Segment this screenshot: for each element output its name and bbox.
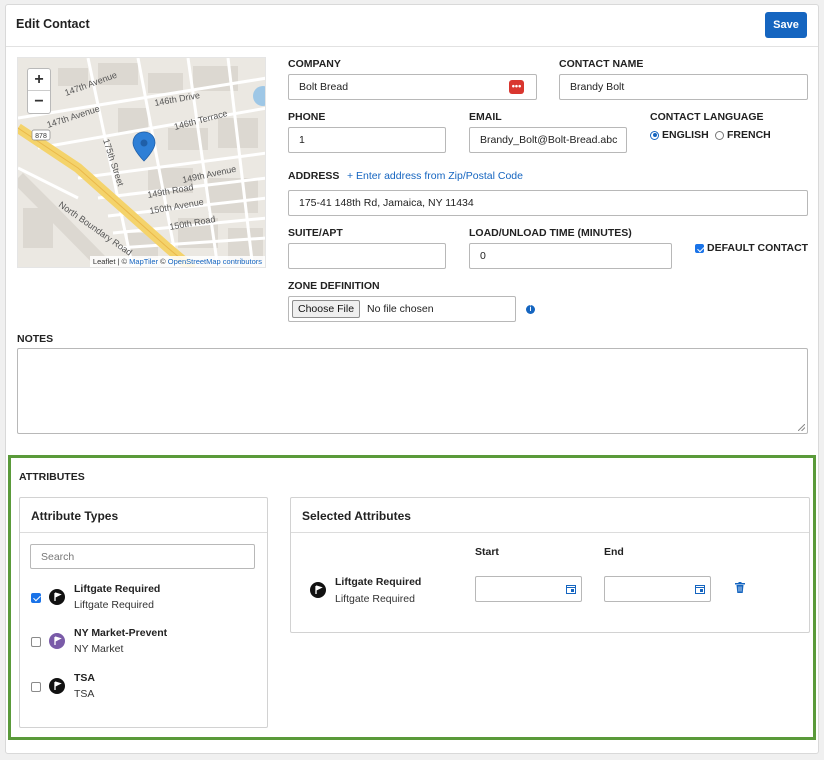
phone-field[interactable]: 1 <box>288 127 446 153</box>
map-attribution: Leaflet | © MapTiler © OpenStreetMap con… <box>89 256 265 267</box>
no-file-text: No file chosen <box>367 303 434 315</box>
attributes-section: ATTRIBUTES Attribute Types Search Liftga… <box>8 455 816 740</box>
selected-attribute-name: Liftgate Required <box>335 576 422 588</box>
choose-file-button[interactable]: Choose File <box>292 300 361 318</box>
email-field[interactable]: Brandy_Bolt@Bolt-Bread.abc <box>469 127 627 153</box>
selected-attributes-card: Selected Attributes Start End Liftgate R… <box>290 497 810 633</box>
suite-field[interactable] <box>288 243 446 269</box>
calendar-icon[interactable] <box>695 584 705 594</box>
company-label: COMPANY <box>288 58 341 70</box>
attribution-osm-link[interactable]: OpenStreetMap contributors <box>167 257 262 266</box>
load-time-field[interactable]: 0 <box>469 243 672 269</box>
start-column-label: Start <box>475 546 499 558</box>
more-options-icon[interactable]: ••• <box>509 80 524 94</box>
info-icon[interactable]: i <box>526 305 535 314</box>
attributes-title: ATTRIBUTES <box>19 471 85 483</box>
french-label: FRENCH <box>727 129 771 141</box>
french-radio[interactable] <box>715 130 724 140</box>
attribute-type-sub: NY Market <box>74 643 124 655</box>
selected-attributes-title: Selected Attributes <box>291 498 809 533</box>
english-label: ENGLISH <box>662 129 709 141</box>
route-shield: 878 <box>35 133 47 140</box>
page-title: Edit Contact <box>16 17 90 31</box>
flag-icon <box>49 589 65 605</box>
selected-attribute-sub: Liftgate Required <box>335 593 415 605</box>
attribute-search-input[interactable]: Search <box>30 544 255 569</box>
contact-language-label: CONTACT LANGUAGE <box>650 111 764 123</box>
attribute-types-card: Attribute Types Search Liftgate Required… <box>19 497 268 728</box>
map-tiles: 147th Avenue 146th Drive 146th Terrace 1… <box>18 58 265 267</box>
phone-label: PHONE <box>288 111 326 123</box>
zone-file-input[interactable]: Choose File No file chosen <box>288 296 516 322</box>
attribution-separator: © <box>158 257 168 266</box>
attribute-types-title: Attribute Types <box>20 498 267 533</box>
company-field[interactable]: Bolt Bread ••• <box>288 74 537 100</box>
address-field[interactable]: 175-41 148th Rd, Jamaica, NY 11434 <box>288 190 808 216</box>
attribution-leaflet[interactable]: Leaflet <box>92 257 116 266</box>
attribute-type-name: Liftgate Required <box>74 583 161 595</box>
calendar-icon[interactable] <box>566 584 576 594</box>
trash-icon[interactable] <box>735 582 745 593</box>
resize-handle-icon[interactable] <box>798 424 805 431</box>
notes-textarea[interactable] <box>17 348 808 434</box>
notes-label: NOTES <box>17 333 54 345</box>
attribution-maptiler-link[interactable]: MapTiler <box>129 257 159 266</box>
end-column-label: End <box>604 546 624 558</box>
attribute-type-sub: TSA <box>74 688 95 700</box>
location-map[interactable]: 147th Avenue 146th Drive 146th Terrace 1… <box>17 57 266 268</box>
language-english-option[interactable]: ENGLISH <box>650 129 709 141</box>
flag-icon <box>310 582 326 598</box>
flag-icon <box>49 678 65 694</box>
map-pin-icon[interactable] <box>132 131 156 162</box>
default-contact-label: DEFAULT CONTACT <box>707 242 809 254</box>
enter-zip-link[interactable]: + Enter address from Zip/Postal Code <box>347 170 523 182</box>
attribute-type-sub: Liftgate Required <box>74 599 154 611</box>
attribute-type-name: NY Market-Prevent <box>74 627 168 639</box>
english-radio[interactable] <box>650 130 659 140</box>
flag-icon <box>49 633 65 649</box>
address-label: ADDRESS <box>288 170 340 182</box>
load-time-label: LOAD/UNLOAD TIME (MINUTES) <box>469 227 632 239</box>
email-label: EMAIL <box>469 111 502 123</box>
zoom-in-button[interactable]: + <box>28 69 50 91</box>
edit-contact-panel: Edit Contact Save <box>5 4 819 754</box>
company-value: Bolt Bread <box>299 81 349 93</box>
start-date-input[interactable] <box>475 576 582 602</box>
default-contact-checkbox[interactable] <box>695 243 704 253</box>
attribute-checkbox-tsa[interactable] <box>31 682 41 692</box>
attribute-checkbox-liftgate[interactable] <box>31 593 41 603</box>
suite-label: SUITE/APT <box>288 227 343 239</box>
zone-definition-label: ZONE DEFINITION <box>288 280 380 292</box>
panel-header: Edit Contact Save <box>6 5 818 47</box>
language-french-option[interactable]: FRENCH <box>715 129 771 141</box>
attribute-checkbox-ny-market[interactable] <box>31 637 41 647</box>
attribution-separator: | © <box>115 257 130 266</box>
zoom-out-button[interactable]: − <box>34 93 44 110</box>
end-date-input[interactable] <box>604 576 711 602</box>
map-zoom-control: + − <box>27 68 51 114</box>
contact-name-field[interactable]: Brandy Bolt <box>559 74 808 100</box>
save-button[interactable]: Save <box>765 12 807 38</box>
attribute-type-name: TSA <box>74 672 95 684</box>
contact-name-label: CONTACT NAME <box>559 58 644 70</box>
default-contact-option[interactable]: DEFAULT CONTACT <box>695 242 808 254</box>
